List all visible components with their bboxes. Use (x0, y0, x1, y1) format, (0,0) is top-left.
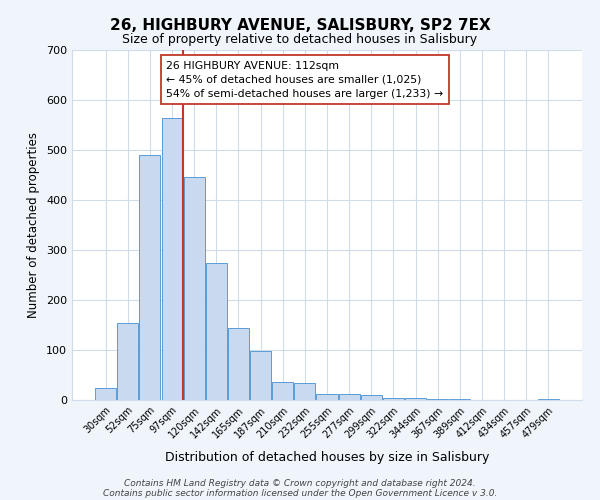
Bar (139, 155, 160, 400)
Bar (405, 398, 426, 400)
Bar (383, 398, 404, 400)
Text: Contains public sector information licensed under the Open Government Licence v : Contains public sector information licen… (103, 488, 497, 498)
Bar (338, 394, 359, 400)
Bar (161, 118, 182, 400)
Text: 26, HIGHBURY AVENUE, SALISBURY, SP2 7EX: 26, HIGHBURY AVENUE, SALISBURY, SP2 7EX (110, 18, 490, 32)
Bar (295, 382, 316, 400)
Bar (184, 176, 205, 400)
Text: 26 HIGHBURY AVENUE: 112sqm
← 45% of detached houses are smaller (1,025)
54% of s: 26 HIGHBURY AVENUE: 112sqm ← 45% of deta… (166, 60, 443, 98)
Bar (361, 395, 382, 400)
Bar (272, 382, 293, 400)
Bar (118, 322, 139, 400)
Bar (427, 399, 448, 400)
Text: Contains HM Land Registry data © Crown copyright and database right 2024.: Contains HM Land Registry data © Crown c… (124, 478, 476, 488)
Y-axis label: Number of detached properties: Number of detached properties (28, 132, 40, 318)
Text: Size of property relative to detached houses in Salisbury: Size of property relative to detached ho… (122, 32, 478, 46)
X-axis label: Distribution of detached houses by size in Salisbury: Distribution of detached houses by size … (165, 451, 489, 464)
Bar (206, 262, 227, 400)
Bar (449, 399, 470, 400)
Bar (250, 351, 271, 400)
Bar (228, 328, 249, 400)
Bar (95, 388, 116, 400)
Bar (316, 394, 338, 400)
Bar (538, 398, 559, 400)
